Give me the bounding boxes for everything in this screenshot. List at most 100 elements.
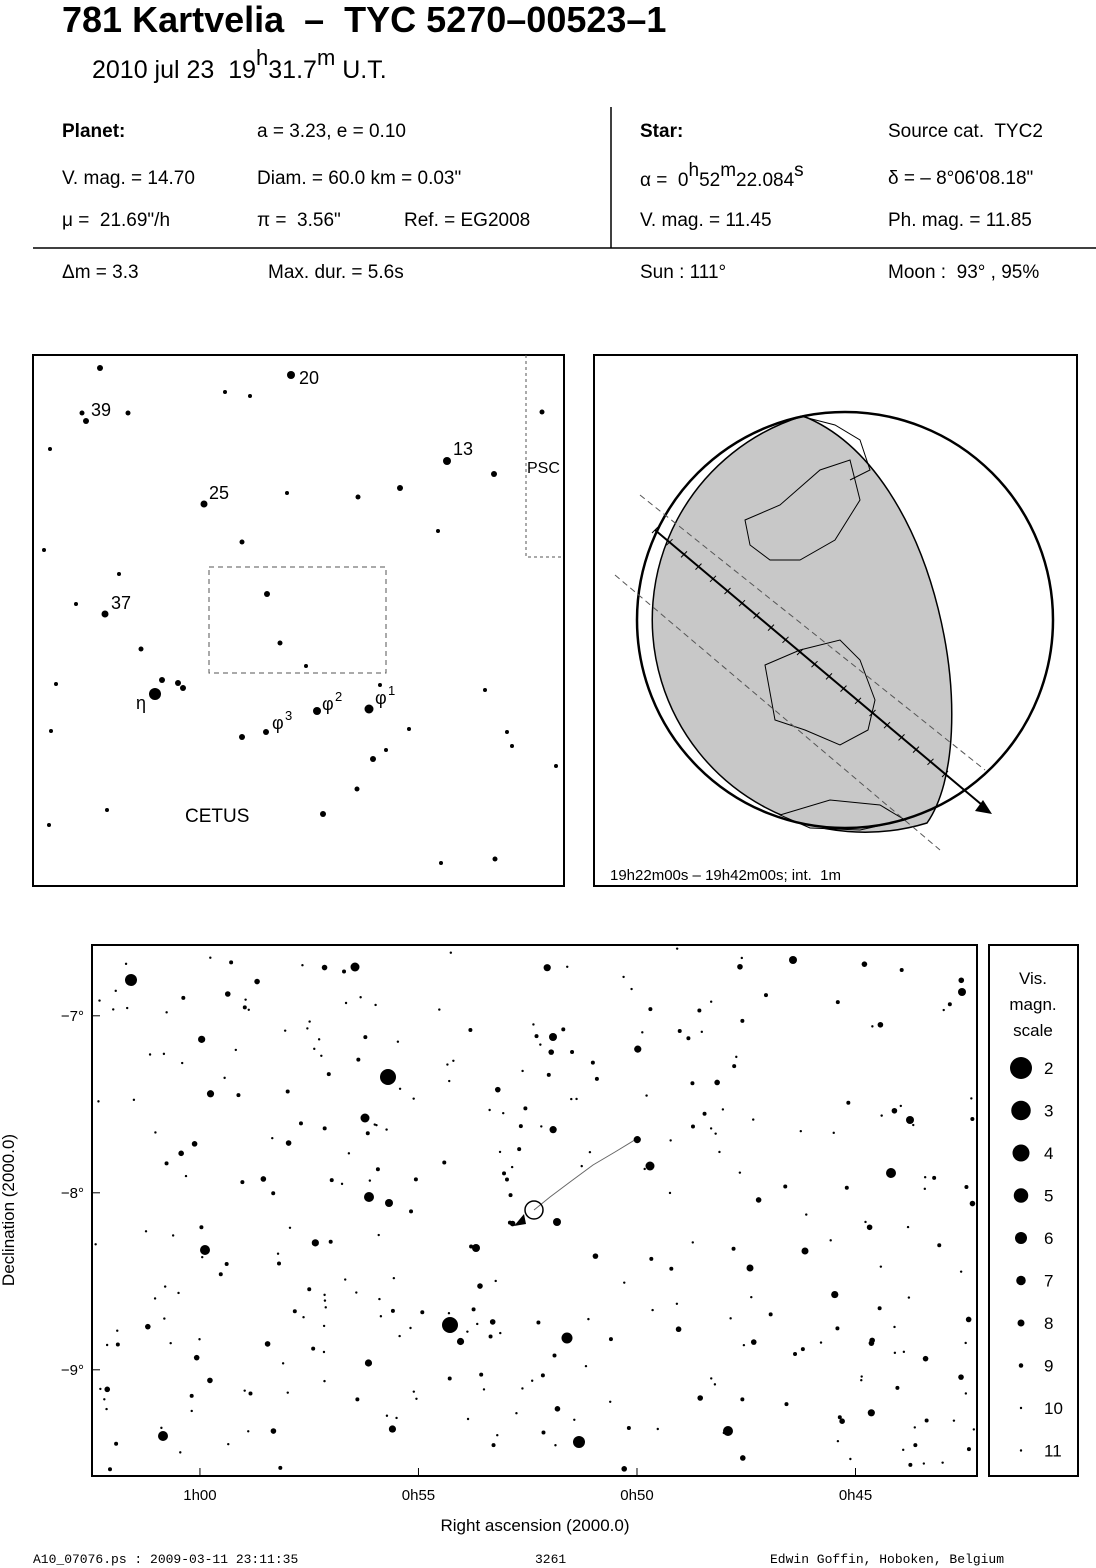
field-star [713, 1383, 717, 1386]
constellation: CETUS [185, 806, 249, 827]
field-star [498, 1150, 502, 1154]
y-tick-label: −9° [61, 1362, 84, 1379]
field-star [234, 1048, 238, 1052]
field-star [731, 1246, 736, 1251]
field-star [385, 1199, 393, 1207]
field-star [298, 1121, 303, 1126]
arrow [514, 1214, 526, 1226]
field-star [521, 1069, 524, 1073]
field-star [248, 1391, 253, 1396]
field-star [861, 961, 868, 967]
legend-label: 8 [1044, 1314, 1053, 1333]
field-star [449, 951, 453, 954]
field-star [969, 1200, 976, 1207]
field-star [347, 1152, 351, 1155]
field-star [360, 1113, 370, 1123]
star-chart: Right ascension (2000.0) Declination (20… [0, 944, 1079, 1535]
field-star [344, 1001, 348, 1005]
field-star [521, 1387, 524, 1390]
field-star [783, 1184, 788, 1189]
field-star [645, 1161, 655, 1171]
field-star [198, 1035, 206, 1043]
field-star [447, 1376, 452, 1381]
field-star [375, 1167, 380, 1172]
field-star [398, 1087, 402, 1090]
field-star [784, 1402, 789, 1407]
field-star [97, 1100, 100, 1103]
ra: α = 0 [640, 170, 688, 191]
field: V. mag. = 11.45 [640, 210, 772, 231]
legend-label: 10 [1044, 1399, 1063, 1418]
field-star [328, 1239, 333, 1244]
field-star [114, 989, 117, 993]
date-sup: m [317, 45, 335, 70]
field-star [227, 1442, 230, 1446]
y-axis-title: Declination (2000.0) [0, 1134, 18, 1286]
finder-star [117, 572, 121, 576]
footer: A10_07076.ps : 2009-03-11 23:11:35 [33, 1552, 298, 1567]
field-star [768, 1312, 773, 1317]
shadow-edge [614, 574, 941, 851]
field-star [409, 1209, 414, 1214]
track-tick [854, 697, 862, 705]
field-star [669, 1266, 674, 1271]
finder-star [364, 704, 374, 714]
field-star [356, 1057, 361, 1062]
field: Moon : 93° , 95% [888, 262, 1039, 283]
legend-symbol [1019, 1449, 1023, 1452]
continent [744, 459, 861, 561]
field-star [592, 1253, 599, 1259]
field-star [184, 1174, 188, 1178]
field-star [396, 1040, 400, 1043]
field-star [649, 1256, 654, 1261]
field: Δm = 3.3 [62, 262, 139, 283]
field: π = 3.56" [257, 210, 341, 231]
field-star [200, 1245, 210, 1255]
field-star [763, 993, 768, 998]
field-star [307, 1287, 312, 1292]
field-star [301, 963, 304, 967]
field-star [154, 1131, 157, 1134]
field-star [363, 1035, 368, 1040]
field-star [536, 1320, 541, 1325]
finder-star [439, 861, 443, 865]
field-star [206, 1090, 215, 1098]
field-star [124, 962, 128, 966]
field-star [189, 1393, 194, 1398]
field-star [867, 1409, 875, 1417]
field-star [190, 1409, 193, 1413]
field-star [844, 1185, 849, 1190]
legend-symbol [1017, 1319, 1025, 1327]
field-star [580, 1164, 583, 1168]
field-star [446, 1063, 449, 1066]
field-star [668, 1191, 672, 1195]
field-star [191, 1141, 198, 1147]
field-star [959, 1270, 963, 1273]
legend-label: 5 [1044, 1187, 1053, 1206]
track-tick [883, 721, 891, 729]
field-star [125, 1006, 129, 1010]
field-star [608, 1337, 613, 1342]
field-star [924, 1418, 929, 1423]
field-star [718, 1150, 721, 1154]
track [654, 529, 989, 811]
finder-star [264, 591, 270, 597]
field-star [364, 1359, 373, 1367]
legend-frame [988, 944, 1079, 1477]
field-star [409, 1326, 412, 1330]
track-tick [753, 612, 760, 619]
track-tick [738, 599, 746, 607]
field-star [700, 1030, 704, 1034]
field-star [709, 1000, 713, 1003]
field-star [413, 1177, 418, 1182]
field-star [534, 1034, 539, 1039]
field: a = 3.23, e = 0.10 [257, 121, 406, 142]
caption: 19h22m00s – 19h42m00s; int. 1m [610, 867, 841, 884]
field-star [442, 1317, 458, 1333]
field-star [588, 1150, 592, 1154]
field-star [270, 1428, 277, 1434]
field-star [442, 1160, 447, 1165]
field-star [374, 1003, 377, 1007]
field-star [923, 1176, 927, 1179]
